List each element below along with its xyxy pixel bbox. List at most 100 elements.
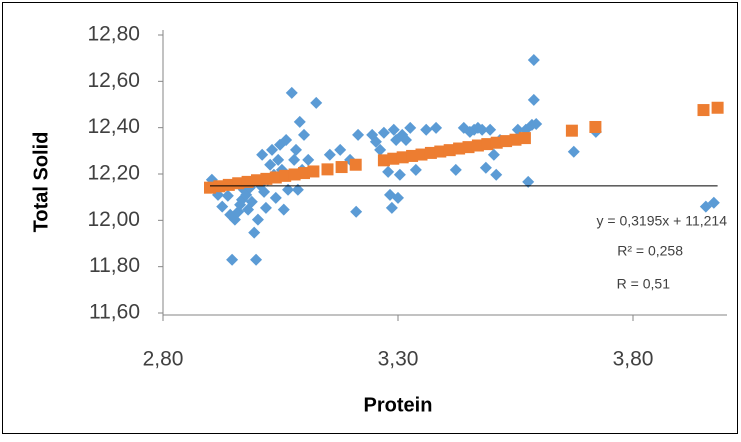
point — [382, 165, 395, 178]
point — [399, 133, 412, 146]
point — [393, 168, 406, 181]
point — [711, 101, 724, 114]
point — [288, 168, 301, 181]
point — [264, 158, 277, 171]
point — [251, 174, 263, 187]
point — [481, 138, 494, 151]
point — [420, 123, 433, 136]
point — [589, 120, 602, 133]
point — [471, 139, 484, 152]
point — [453, 142, 466, 155]
point — [396, 151, 409, 164]
point — [226, 253, 239, 266]
y-tick-label: 12,00 — [87, 208, 140, 231]
point — [484, 123, 497, 136]
point — [404, 121, 417, 134]
point — [409, 163, 422, 176]
point — [272, 153, 285, 166]
point — [277, 203, 290, 216]
point — [282, 183, 295, 196]
point — [377, 126, 390, 139]
y-tick-label: 12,40 — [87, 115, 140, 138]
point — [302, 153, 315, 166]
point — [476, 123, 489, 136]
point — [707, 196, 720, 209]
point — [279, 169, 292, 182]
point — [216, 200, 229, 213]
point — [434, 145, 447, 158]
point — [500, 135, 513, 148]
point — [530, 117, 543, 130]
point — [462, 141, 475, 154]
point — [392, 191, 404, 204]
point — [307, 165, 320, 178]
x-tick-label: 3,30 — [378, 348, 419, 371]
point — [251, 213, 264, 226]
y-tick-label: 12,60 — [87, 69, 140, 92]
point — [221, 189, 234, 202]
point — [567, 145, 580, 158]
point — [479, 161, 492, 174]
point — [430, 121, 443, 134]
annotation: y = 0,3195x + 11,214 — [596, 213, 727, 229]
point — [443, 144, 456, 157]
chart-border — [2, 2, 738, 434]
y-tick-label: 12,80 — [87, 23, 140, 46]
y-tick-label: 11,80 — [89, 254, 140, 277]
point — [334, 143, 347, 156]
point — [377, 154, 390, 167]
point — [323, 148, 336, 161]
point — [245, 195, 258, 208]
annotation: R = 0,51 — [617, 276, 671, 292]
point — [310, 96, 323, 109]
point — [387, 123, 400, 136]
point — [298, 167, 310, 180]
point — [527, 93, 540, 106]
point — [269, 191, 282, 204]
point — [260, 172, 273, 185]
point — [248, 226, 261, 239]
point — [406, 149, 419, 162]
point — [487, 148, 500, 161]
point — [352, 128, 365, 141]
point — [291, 183, 304, 196]
point — [290, 143, 303, 156]
point — [490, 168, 503, 181]
point — [259, 201, 272, 214]
point — [387, 152, 400, 165]
point — [269, 171, 282, 184]
point — [241, 175, 254, 188]
point — [280, 133, 293, 146]
point — [204, 181, 216, 194]
point — [288, 153, 301, 166]
point — [369, 135, 382, 148]
point — [509, 133, 522, 146]
point — [449, 163, 462, 176]
point — [222, 178, 235, 191]
point — [266, 143, 279, 156]
point — [298, 128, 310, 141]
annotation: R² = 0,258 — [617, 243, 683, 259]
point — [258, 185, 271, 198]
point — [250, 253, 263, 266]
point — [385, 201, 398, 214]
point — [490, 136, 503, 149]
point — [522, 175, 535, 188]
point — [424, 146, 437, 159]
point — [697, 104, 710, 117]
point — [321, 163, 334, 176]
point — [349, 158, 362, 171]
point — [374, 143, 387, 156]
point — [415, 148, 428, 161]
point — [285, 86, 298, 99]
point — [527, 54, 540, 67]
x-axis-title: Protein — [364, 394, 433, 416]
x-tick-label: 2,80 — [143, 348, 184, 371]
y-tick-label: 12,20 — [87, 162, 140, 185]
y-axis-title: Total Solid — [30, 132, 52, 233]
point — [565, 124, 578, 137]
point — [256, 148, 269, 161]
y-tick-label: 11,60 — [89, 301, 140, 324]
